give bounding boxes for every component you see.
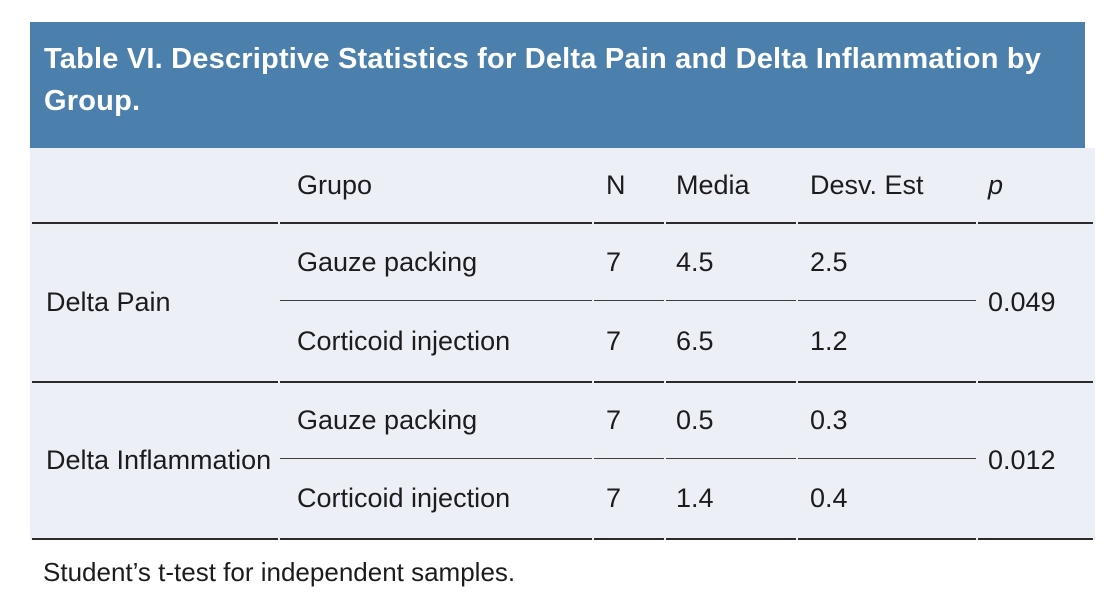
cell-grupo: Gauze packing <box>280 383 592 459</box>
cell-n: 7 <box>594 301 664 383</box>
col-header-desv-est: Desv. Est <box>798 148 976 224</box>
cell-n: 7 <box>594 224 664 301</box>
cell-desv-est: 2.5 <box>798 224 976 301</box>
cell-p-value: 0.049 <box>978 224 1093 383</box>
row-label-delta-inflammation: Delta Inflammation <box>32 383 278 540</box>
cell-media: 6.5 <box>666 301 796 383</box>
col-header-p: p <box>978 148 1093 224</box>
col-header-grupo: Grupo <box>280 148 592 224</box>
table-footnote: Student’s t-test for independent samples… <box>43 557 516 587</box>
cell-desv-est: 0.3 <box>798 383 976 459</box>
cell-media: 1.4 <box>666 459 796 540</box>
table-row: Delta Inflammation Gauze packing 7 0.5 0… <box>32 383 1093 540</box>
data-table: Grupo N Media Desv. Est p Delta Pain Gau… <box>30 148 1095 540</box>
table-row: Corticoid injection 7 1.4 0.4 <box>32 459 1093 540</box>
table-row: Corticoid injection 7 6.5 1.2 <box>32 301 1093 383</box>
cell-desv-est: 1.2 <box>798 301 976 383</box>
cell-n: 7 <box>594 459 664 540</box>
statistics-table-card: Table VI. Descriptive Statistics for Del… <box>30 22 1095 588</box>
col-header-media: Media <box>666 148 796 224</box>
cell-grupo: Corticoid injection <box>280 459 592 540</box>
column-header-row: Grupo N Media Desv. Est p <box>32 148 1093 224</box>
cell-desv-est: 0.4 <box>798 459 976 540</box>
cell-media: 4.5 <box>666 224 796 301</box>
cell-n: 7 <box>594 383 664 459</box>
cell-p-value: 0.012 <box>978 383 1093 540</box>
cell-grupo: Gauze packing <box>280 224 592 301</box>
table-row: Delta Pain Gauze packing 7 4.5 2.5 0.049 <box>32 224 1093 383</box>
cell-media: 0.5 <box>666 383 796 459</box>
row-label-delta-pain: Delta Pain <box>32 224 278 383</box>
col-header-n: N <box>594 148 664 224</box>
table-title: Table VI. Descriptive Statistics for Del… <box>30 22 1085 148</box>
col-header-empty <box>32 148 278 224</box>
cell-grupo: Corticoid injection <box>280 301 592 383</box>
